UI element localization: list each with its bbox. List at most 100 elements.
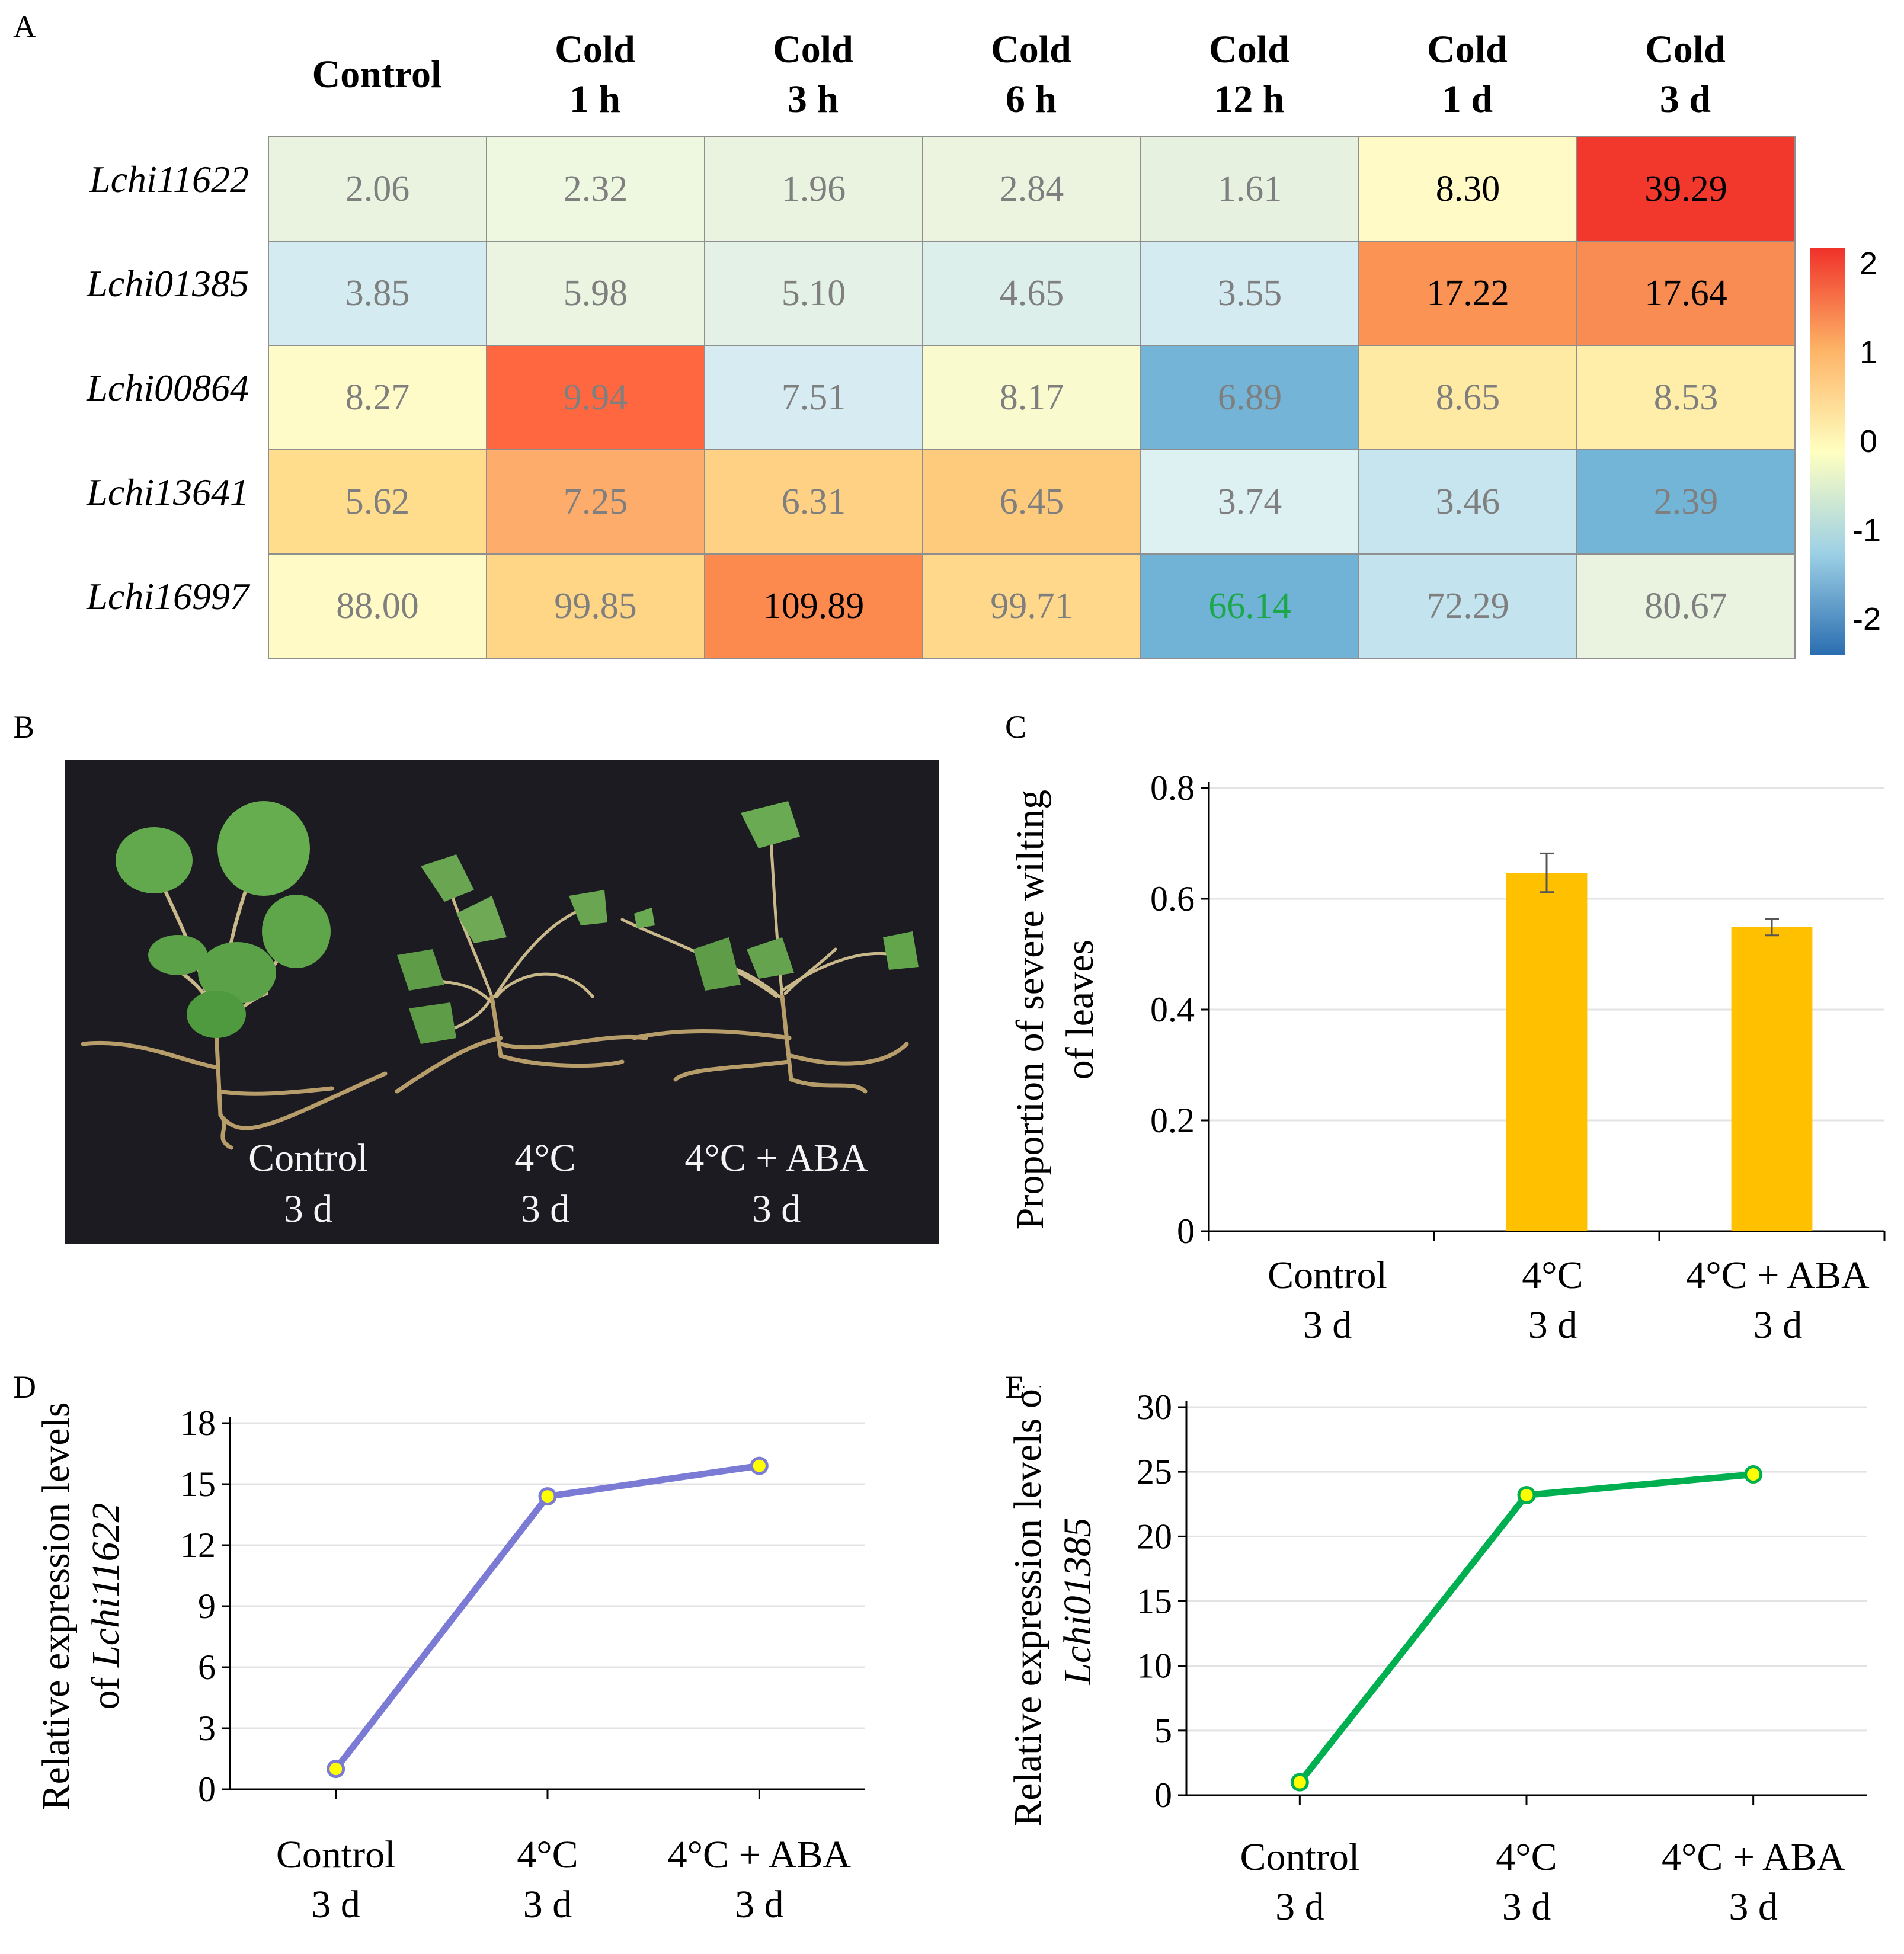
x-tick-label: Control — [276, 1833, 396, 1876]
panel-letter-c: C — [1005, 709, 1027, 745]
x-tick-label: 3 d — [1502, 1885, 1551, 1929]
y-axis-label: Relative expression levels of Lchi01385 — [1007, 1386, 1099, 1827]
heatmap-cell: 8.65 — [1358, 345, 1577, 450]
colorbar-tick-label: 1 — [1860, 335, 1878, 370]
heatmap-column-header: Cold 3 d — [1645, 28, 1726, 121]
heatmap-cell: 2.06 — [268, 136, 487, 242]
leaf-icon — [883, 931, 919, 970]
y-tick-label: 25 — [1137, 1452, 1172, 1491]
colorbar-gradient — [1810, 248, 1845, 655]
heatmap-cell: 72.29 — [1358, 553, 1577, 659]
series-line — [333, 1462, 760, 1772]
heatmap-cell: 2.39 — [1576, 449, 1796, 555]
data-point — [1517, 1485, 1536, 1504]
panel-letter-d: D — [13, 1369, 36, 1405]
leaf-icon — [693, 937, 741, 991]
leaf-icon — [634, 908, 655, 928]
leaf-icon — [262, 895, 331, 968]
data-point — [538, 1487, 557, 1506]
heatmap-column-header: Cold 1 d — [1427, 28, 1508, 121]
y-tick-label: 18 — [180, 1404, 216, 1443]
x-tick-label: 4°C — [517, 1833, 578, 1876]
x-tick-label: 3 d — [523, 1883, 572, 1926]
heatmap-gene-label: Lchi01385 — [87, 262, 249, 305]
heatmap-cell: 5.98 — [486, 241, 705, 346]
heatmap-cell: 4.65 — [922, 241, 1141, 346]
y-tick-label: 0.8 — [1150, 768, 1195, 808]
heatmap-column-header: Cold 1 h — [555, 28, 635, 121]
heatmap-gene-label: Lchi16997 — [87, 575, 249, 617]
heatmap-column-header: Cold 12 h — [1209, 28, 1289, 121]
leaf-icon — [148, 935, 207, 975]
heatmap-cell: 99.85 — [486, 553, 705, 659]
colorbar-tick-label: -1 — [1852, 512, 1881, 548]
heatmap-cell: 5.62 — [268, 449, 487, 555]
y-axis-label: Relative expression levels of Lchi11622 — [36, 1402, 127, 1810]
heatmap-cell: 80.67 — [1576, 553, 1796, 659]
heatmap-cell: 17.64 — [1576, 241, 1796, 346]
heatmap-cell: 8.17 — [922, 345, 1141, 450]
y-tick-label: 12 — [180, 1526, 216, 1565]
heatmap-gene-label: Lchi11622 — [89, 158, 249, 200]
y-tick-label: 5 — [1154, 1711, 1172, 1750]
y-tick-label: 3 — [198, 1709, 216, 1748]
heatmap-cell: 7.51 — [704, 345, 923, 450]
x-tick-label: 3 d — [311, 1883, 360, 1926]
y-tick-label: 0.6 — [1150, 879, 1195, 918]
leaf-icon — [397, 949, 444, 991]
heatmap-cell: 66.14 — [1140, 553, 1359, 659]
heatmap-cell: 3.74 — [1140, 449, 1359, 555]
heatmap-cell: 17.22 — [1358, 241, 1577, 346]
leaf-icon — [569, 890, 607, 925]
heatmap-column-header: Cold 6 h — [991, 28, 1071, 121]
photo-label-cold: 4°C 3 d — [514, 1136, 576, 1231]
x-tick-label: 3 d — [1528, 1303, 1577, 1347]
heatmap-gene-label: Lchi13641 — [87, 471, 249, 513]
chart-e: 0 5 10 15 20 25 30 Control 3 d 4°C 3 d 4°C + ABA 3 d… — [1007, 1386, 1867, 1929]
leaf-icon — [116, 827, 193, 893]
x-tick-label: 3 d — [1729, 1885, 1778, 1929]
y-tick-label: 0 — [198, 1770, 216, 1809]
heatmap-cell: 99.71 — [922, 553, 1141, 659]
data-point — [750, 1456, 769, 1475]
y-tick-label: 0 — [1177, 1212, 1195, 1251]
y-tick-label: 9 — [198, 1587, 216, 1626]
heatmap-cell: 8.53 — [1576, 345, 1796, 450]
colorbar — [1810, 248, 1845, 655]
data-point — [1290, 1773, 1309, 1792]
leaf-icon — [421, 854, 474, 902]
heatmap-cell: 3.55 — [1140, 241, 1359, 346]
heatmap-cell: 1.61 — [1140, 136, 1359, 242]
heatmap-cell: 1.96 — [704, 136, 923, 242]
data-point — [327, 1760, 345, 1779]
y-tick-label: 0.2 — [1150, 1101, 1195, 1140]
y-tick-label: 10 — [1137, 1647, 1172, 1686]
x-tick-label: 3 d — [1303, 1303, 1352, 1347]
heatmap-cell: 39.29 — [1576, 136, 1796, 242]
colorbar-tick-label: 2 — [1860, 246, 1878, 281]
leaf-icon — [198, 942, 276, 1004]
y-tick-label: 15 — [1137, 1582, 1172, 1621]
data-point — [1744, 1465, 1763, 1484]
x-tick-label: 4°C + ABA — [668, 1833, 852, 1876]
heatmap-cell: 2.84 — [922, 136, 1141, 242]
heatmap-cell: 8.27 — [268, 345, 487, 450]
y-axis-label: Proportion of severe wilting of leaves — [1009, 790, 1102, 1229]
panel-letter-b: B — [13, 709, 35, 745]
leaf-icon — [741, 801, 800, 848]
colorbar-tick-label: -2 — [1852, 601, 1881, 637]
heatmap-cell: 2.32 — [486, 136, 705, 242]
heatmap-cell: 88.00 — [268, 553, 487, 659]
heatmap-column-header: Control — [312, 53, 442, 96]
heatmap-cell: 6.31 — [704, 449, 923, 555]
y-tick-label: 15 — [180, 1465, 216, 1504]
plant-illustration — [81, 801, 919, 1150]
heatmap-cell: 7.25 — [486, 449, 705, 555]
heatmap-cell: 8.30 — [1358, 136, 1577, 242]
y-tick-label: 6 — [198, 1648, 216, 1687]
heatmap-cell: 9.94 — [486, 345, 705, 450]
plant-photo: Control 3 d 4°C 3 d 4°C + ABA 3 d — [65, 760, 939, 1244]
x-tick-label: 3 d — [1275, 1885, 1324, 1929]
heatmap-cell: 3.46 — [1358, 449, 1577, 555]
x-tick-label: 3 d — [735, 1883, 784, 1926]
